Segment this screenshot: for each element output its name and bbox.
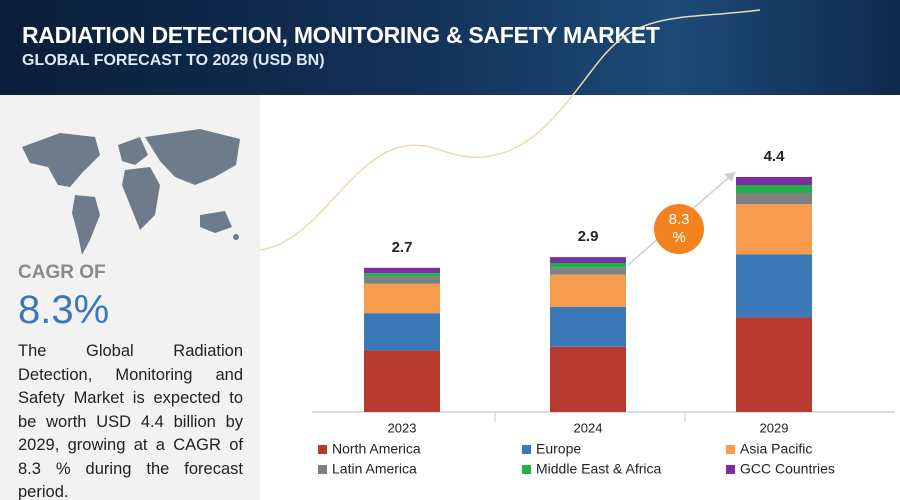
total-label: 4.4 xyxy=(764,148,786,165)
world-map xyxy=(22,129,240,255)
subtitle: GLOBAL FORECAST TO 2029 (USD BN) xyxy=(22,52,325,69)
bar-segment xyxy=(364,283,440,314)
title: RADIATION DETECTION, MONITORING & SAFETY… xyxy=(22,22,660,48)
cagr-value: 8.3% xyxy=(18,288,110,332)
growth-arrow xyxy=(627,171,736,266)
legend-label: North America xyxy=(332,441,421,457)
bar-segment xyxy=(364,350,440,412)
legend-label: Asia Pacific xyxy=(740,441,812,457)
bar-segment xyxy=(364,267,440,274)
sidebar: CAGR OF 8.3% The Global Radiation Detect… xyxy=(0,95,260,500)
legend-swatch xyxy=(726,445,735,454)
bar-segment xyxy=(736,177,812,186)
bar-segment xyxy=(364,276,440,284)
legend-swatch xyxy=(522,465,531,474)
bar-segment xyxy=(736,204,812,255)
cagr-badge-text: 8.3% xyxy=(669,211,690,246)
total-label: 2.7 xyxy=(392,239,413,256)
bar-segment xyxy=(736,193,812,205)
legend-swatch xyxy=(318,465,327,474)
bar-segment xyxy=(550,346,626,412)
bar-segment xyxy=(364,313,440,351)
header: RADIATION DETECTION, MONITORING & SAFETY… xyxy=(0,0,900,95)
x-tick-label: 2024 xyxy=(574,420,603,435)
description: The Global Radiation Detection, Monitori… xyxy=(18,342,243,500)
cagr-label: CAGR OF xyxy=(18,262,106,283)
total-label: 2.9 xyxy=(578,228,599,245)
x-tick-label: 2029 xyxy=(760,420,789,435)
bar-segment xyxy=(550,267,626,275)
bar-segment xyxy=(736,254,812,318)
legend-label: Middle East & Africa xyxy=(536,461,661,477)
cagr-badge xyxy=(654,204,704,254)
x-tick-label: 2023 xyxy=(388,420,417,435)
legend-label: Europe xyxy=(536,441,581,457)
bar-segment xyxy=(550,306,626,347)
legend-swatch xyxy=(522,445,531,454)
legend-label: GCC Countries xyxy=(740,461,835,477)
bar-segment xyxy=(364,273,440,277)
bar-segment xyxy=(550,262,626,268)
legend-swatch xyxy=(318,445,327,454)
arrow-head xyxy=(724,172,735,182)
bar-segment xyxy=(736,317,812,412)
legend-label: Latin America xyxy=(332,461,417,477)
bar-segment xyxy=(550,274,626,307)
bar-segment xyxy=(736,185,812,194)
bar-segment xyxy=(550,257,626,263)
legend-swatch xyxy=(726,465,735,474)
